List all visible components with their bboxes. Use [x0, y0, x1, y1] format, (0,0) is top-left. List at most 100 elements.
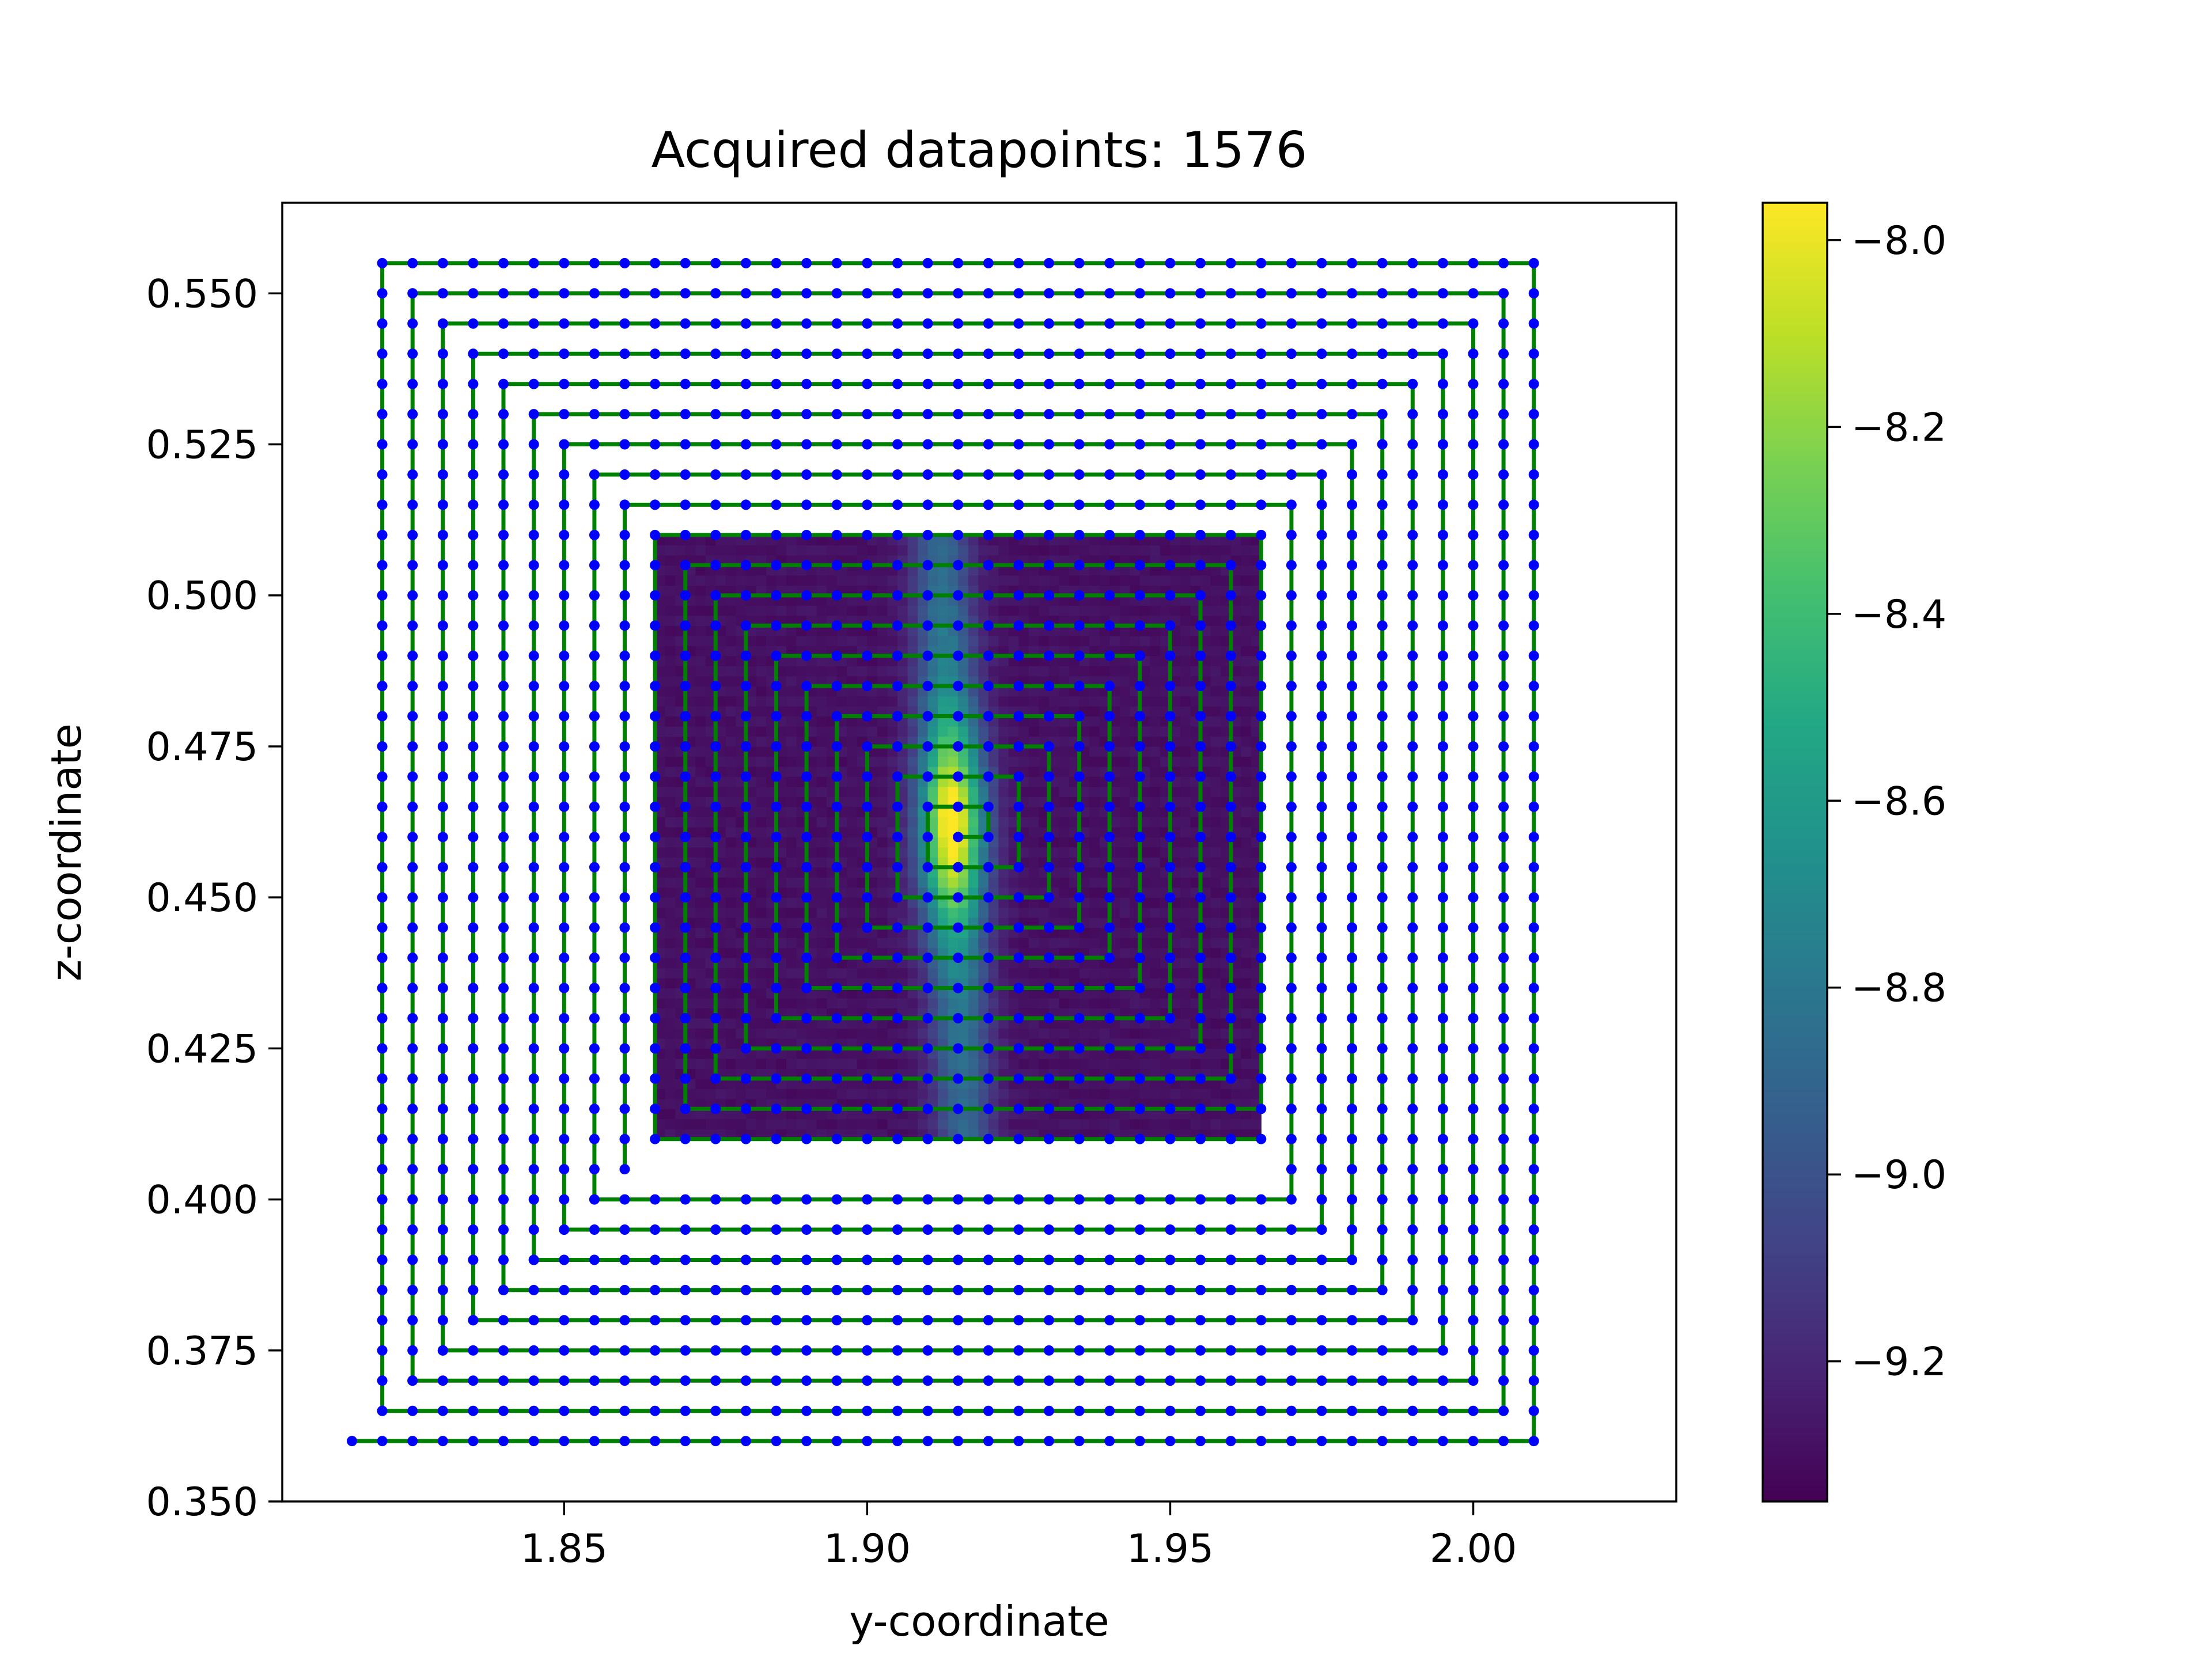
- heatmap-cell: [827, 1028, 838, 1039]
- datapoint: [619, 288, 630, 299]
- heatmap-cell: [665, 776, 676, 787]
- heatmap-cell: [1210, 938, 1221, 949]
- heatmap-cell: [857, 666, 868, 677]
- heatmap-cell: [705, 907, 716, 918]
- heatmap-cell: [897, 1058, 908, 1069]
- datapoint: [1013, 711, 1024, 722]
- datapoint: [710, 711, 721, 722]
- datapoint: [559, 862, 570, 873]
- datapoint: [1195, 771, 1206, 782]
- heatmap-cell: [847, 605, 858, 616]
- heatmap-cell: [675, 847, 686, 858]
- heatmap-cell: [776, 1089, 787, 1099]
- datapoint: [1165, 378, 1176, 389]
- heatmap-cell: [1089, 847, 1100, 858]
- heatmap-cell: [786, 1018, 797, 1029]
- datapoint: [892, 439, 903, 450]
- heatmap-cell: [1130, 817, 1141, 828]
- heatmap-cell: [968, 1089, 979, 1099]
- datapoint: [953, 681, 964, 692]
- heatmap-cell: [877, 716, 888, 727]
- heatmap-cell: [1059, 1018, 1070, 1029]
- datapoint: [983, 439, 994, 450]
- heatmap-cell: [1119, 585, 1130, 596]
- heatmap-cell: [816, 1129, 827, 1140]
- datapoint: [1498, 348, 1509, 359]
- datapoint: [1104, 499, 1115, 510]
- datapoint: [1407, 560, 1418, 571]
- heatmap-cell: [968, 635, 979, 646]
- heatmap-cell: [1018, 545, 1029, 556]
- datapoint: [1165, 1284, 1176, 1295]
- datapoint: [589, 1073, 600, 1084]
- datapoint: [1468, 1012, 1479, 1023]
- heatmap-cell: [1028, 837, 1040, 848]
- datapoint: [1013, 650, 1024, 661]
- heatmap-cell: [1150, 968, 1161, 979]
- datapoint: [1377, 1133, 1388, 1144]
- datapoint: [559, 711, 570, 722]
- datapoint: [1013, 832, 1024, 843]
- datapoint: [407, 409, 418, 420]
- heatmap-cell: [938, 716, 949, 727]
- heatmap-cell: [847, 545, 858, 556]
- datapoint: [1498, 1103, 1509, 1114]
- datapoint: [892, 1224, 903, 1235]
- heatmap-cell: [968, 907, 979, 918]
- heatmap-cell: [1119, 1038, 1130, 1049]
- heatmap-cell: [725, 857, 736, 868]
- heatmap-cell: [1119, 635, 1130, 646]
- datapoint: [740, 499, 751, 510]
- heatmap-cell: [1089, 575, 1100, 586]
- heatmap-cell: [1241, 857, 1252, 868]
- heatmap-cell: [1089, 877, 1100, 888]
- heatmap-cell: [1079, 696, 1090, 707]
- datapoint: [407, 590, 418, 601]
- heatmap-cell: [907, 897, 918, 908]
- datapoint: [771, 1345, 782, 1356]
- datapoint: [892, 741, 903, 752]
- datapoint: [1407, 288, 1418, 299]
- heatmap-cell: [1180, 837, 1191, 848]
- datapoint: [407, 650, 418, 661]
- heatmap-cell: [836, 726, 847, 737]
- heatmap-cell: [1150, 938, 1161, 949]
- heatmap-cell: [857, 575, 868, 586]
- heatmap-cell: [907, 817, 918, 828]
- datapoint: [468, 620, 479, 631]
- heatmap-cell: [1008, 635, 1019, 646]
- heatmap-cell: [796, 545, 807, 556]
- heatmap-cell: [1059, 756, 1070, 767]
- datapoint: [1468, 953, 1479, 963]
- heatmap-cell: [1180, 1068, 1191, 1079]
- heatmap-cell: [1099, 666, 1110, 677]
- plot-area: [281, 202, 1677, 1503]
- heatmap-cell: [715, 666, 726, 677]
- datapoint: [922, 1073, 933, 1084]
- heatmap-cell: [756, 555, 767, 566]
- datapoint: [710, 681, 721, 692]
- heatmap-cell: [1230, 817, 1241, 828]
- heatmap-cell: [1170, 696, 1181, 707]
- heatmap-cell: [1221, 877, 1232, 888]
- heatmap-cell: [877, 746, 888, 757]
- heatmap-cell: [1180, 776, 1191, 787]
- heatmap-cell: [1150, 797, 1161, 807]
- heatmap-cell: [725, 786, 736, 797]
- heatmap-cell: [1099, 938, 1110, 949]
- heatmap-cell: [1130, 1028, 1141, 1039]
- heatmap-cell: [847, 917, 858, 928]
- datapoint: [1074, 1284, 1085, 1295]
- datapoint: [922, 1194, 933, 1205]
- heatmap-cell: [968, 585, 979, 596]
- datapoint: [1165, 681, 1176, 692]
- datapoint: [650, 1224, 661, 1235]
- datapoint: [831, 983, 842, 993]
- heatmap-cell: [1028, 1089, 1040, 1099]
- heatmap-cell: [958, 666, 969, 677]
- heatmap-cell: [877, 666, 888, 677]
- datapoint: [619, 378, 630, 389]
- datapoint: [831, 1043, 842, 1054]
- datapoint: [922, 1375, 933, 1386]
- heatmap-cell: [715, 938, 726, 949]
